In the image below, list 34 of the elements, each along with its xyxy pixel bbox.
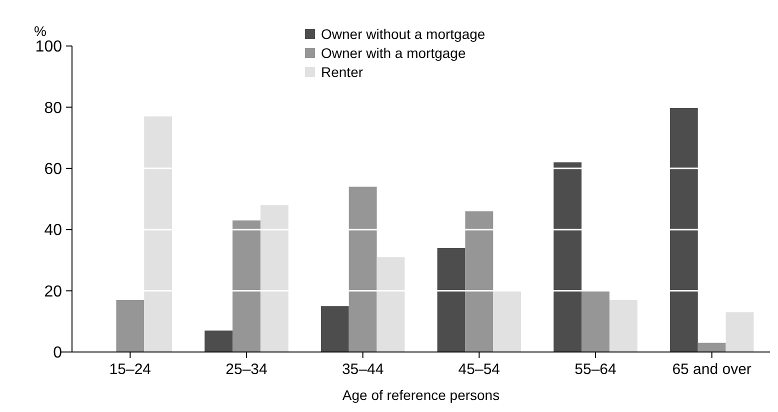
bar <box>204 330 233 352</box>
y-tick-label: 20 <box>44 283 62 300</box>
y-tick-label: 40 <box>44 222 62 240</box>
y-tick-label: 100 <box>35 38 62 56</box>
x-tick-label: 25–34 <box>226 361 268 378</box>
bar <box>348 186 377 352</box>
y-tick-label: 80 <box>44 100 62 117</box>
bar <box>726 312 754 352</box>
bar <box>582 290 610 352</box>
bar <box>437 248 466 352</box>
bar <box>465 211 494 352</box>
bar <box>493 290 522 352</box>
x-axis-title: Age of reference persons <box>342 387 500 403</box>
x-tick-label: 35–44 <box>342 361 384 378</box>
bar <box>260 205 288 352</box>
bar <box>670 107 698 352</box>
legend-label: Renter <box>321 64 364 80</box>
bar <box>116 300 144 352</box>
bar <box>232 220 260 352</box>
y-tick-label: 0 <box>53 344 62 362</box>
legend-label: Owner without a mortgage <box>321 26 486 42</box>
bar <box>320 306 349 352</box>
legend-label: Owner with a mortgage <box>321 44 466 61</box>
bar <box>376 257 405 352</box>
bar <box>554 162 582 352</box>
x-tick-label: 65 and over <box>672 361 752 378</box>
bar <box>609 300 638 352</box>
y-tick-label: 60 <box>44 161 62 178</box>
bar <box>698 342 726 352</box>
x-tick-label: 55–64 <box>574 361 616 378</box>
x-tick-label: 45–54 <box>458 361 500 378</box>
bar <box>144 116 172 352</box>
y-axis-title: % <box>34 23 46 39</box>
x-tick-label: 15–24 <box>109 361 152 378</box>
